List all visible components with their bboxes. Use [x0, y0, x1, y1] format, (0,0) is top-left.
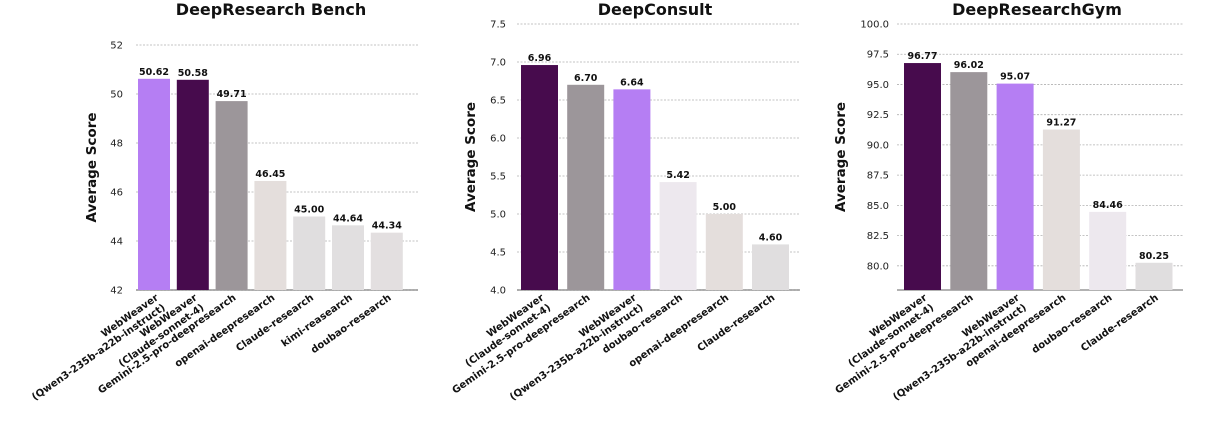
bar	[1135, 262, 1173, 290]
bar	[370, 232, 403, 290]
y-tick-label: 97.5	[867, 50, 889, 61]
y-tick-label: 85.0	[867, 201, 889, 212]
y-tick-label: 52	[110, 41, 123, 52]
bar-value-label: 6.70	[574, 73, 598, 84]
chart-title: DeepConsult	[598, 0, 713, 19]
y-tick-label: 42	[110, 286, 123, 297]
bar	[752, 244, 789, 290]
y-tick-label: 4.0	[490, 286, 506, 297]
x-tick-label: doubao-research	[1030, 292, 1114, 356]
bar-value-label: 45.00	[294, 205, 324, 216]
bar-value-label: 84.46	[1093, 200, 1123, 211]
bar	[567, 84, 605, 290]
bar	[1089, 211, 1127, 290]
y-tick-label: 82.5	[867, 231, 889, 242]
bar	[138, 78, 170, 290]
bar-value-label: 95.07	[1000, 72, 1030, 83]
bar-value-label: 44.34	[372, 221, 402, 232]
y-tick-label: 92.5	[867, 110, 889, 121]
x-tick-label-line: Claude-research	[696, 292, 778, 354]
bar	[521, 65, 558, 290]
y-tick-label: 95.0	[867, 80, 889, 91]
bar	[613, 89, 651, 290]
chart-panel-1: DeepResearch Bench Average Score 42 44 46 48 5…	[30, 0, 418, 403]
bar-value-label: 44.64	[333, 213, 363, 224]
bar	[705, 214, 743, 290]
y-axis-label: Average Score	[84, 112, 100, 222]
x-tick-label: Claude-research	[1079, 292, 1161, 354]
bar-value-label: 6.64	[620, 77, 644, 88]
bar-value-label: 96.02	[954, 60, 984, 71]
bar-value-label: 4.60	[759, 232, 783, 243]
bar-value-label: 91.27	[1046, 118, 1076, 129]
y-tick-label: 5.5	[490, 172, 506, 183]
bar	[1042, 129, 1080, 290]
y-axis-label: Average Score	[833, 102, 849, 212]
chart-title: DeepResearch Bench	[176, 0, 366, 19]
bar	[996, 83, 1034, 290]
chart-panel-2: DeepConsult Average Score 4.0 4.5 5.0 5.5 6.0 6…	[450, 0, 800, 403]
y-tick-label: 4.5	[490, 248, 506, 259]
y-tick-label: 90.0	[867, 140, 889, 151]
bar	[659, 182, 697, 290]
y-tick-label: 87.5	[867, 171, 889, 182]
bar	[254, 180, 287, 290]
y-tick-label: 6.0	[490, 134, 506, 145]
bar	[332, 225, 364, 290]
bar-value-label: 80.25	[1139, 251, 1169, 262]
bar-value-label: 6.96	[528, 53, 552, 64]
chart-panel-3: DeepResearchGym Average Score 80.0 82.5 85.0…	[833, 0, 1183, 403]
y-tick-label: 6.5	[490, 96, 506, 107]
bar-value-label: 50.58	[178, 68, 208, 79]
y-tick-label: 100.0	[860, 20, 889, 31]
y-tick-label: 46	[110, 188, 123, 199]
bar	[215, 101, 248, 290]
bar-value-label: 96.77	[907, 51, 937, 62]
bar-value-label: 50.62	[139, 67, 169, 78]
bar	[950, 72, 988, 290]
bar-value-label: 5.00	[713, 202, 737, 213]
bar	[904, 63, 941, 290]
bar-value-label: 46.45	[255, 169, 285, 180]
x-tick-label: Claude-research	[696, 292, 778, 354]
y-tick-label: 44	[110, 237, 123, 248]
y-tick-label: 7.0	[490, 58, 506, 69]
y-tick-label: 5.0	[490, 210, 506, 221]
x-tick-label-line: doubao-research	[1030, 292, 1114, 356]
y-axis-label: Average Score	[463, 102, 479, 212]
bar	[293, 216, 326, 290]
y-tick-label: 50	[110, 90, 123, 101]
bar	[176, 79, 209, 290]
y-tick-label: 7.5	[490, 20, 506, 31]
x-tick-label-line: Claude-research	[1079, 292, 1161, 354]
bar-value-label: 49.71	[217, 89, 247, 100]
bar-value-label: 5.42	[666, 170, 689, 181]
chart-title: DeepResearchGym	[952, 0, 1122, 19]
y-tick-label: 48	[110, 139, 123, 150]
y-tick-label: 80.0	[867, 261, 889, 272]
